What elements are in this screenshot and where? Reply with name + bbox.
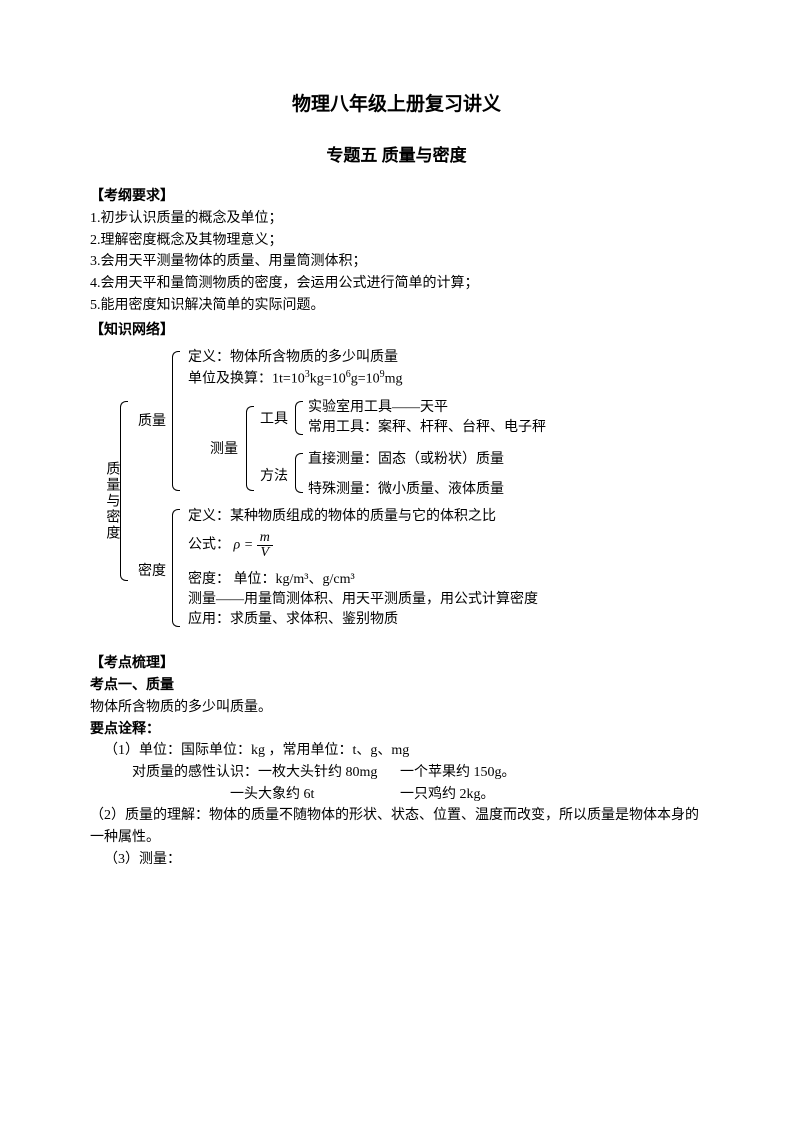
point1-title: 考点一、质量 <box>90 675 703 697</box>
point1-definition: 物体所含物质的多少叫质量。 <box>90 697 703 719</box>
mass-label: 质量 <box>138 411 166 433</box>
density-formula: 公式： ρ = mV <box>188 531 273 560</box>
tool-label: 工具 <box>260 409 288 431</box>
network-header: 【知识网络】 <box>90 320 703 342</box>
density-definition: 定义：某种物质组成的物体的质量与它的体积之比 <box>188 506 496 528</box>
method-direct: 直接测量：固态（或粉状）质量 <box>308 449 504 471</box>
tool-common: 常用工具：案秤、杆秤、台秤、电子秤 <box>308 417 546 439</box>
point1-line: 对质量的感性认识：一枚大头针约 80mg 一个苹果约 150g。 <box>90 762 703 784</box>
method-special: 特殊测量：微小质量、液体质量 <box>308 479 504 501</box>
brace-icon <box>172 351 180 491</box>
mass-unit: 单位及换算：1t=103kg=106g=109mg <box>188 367 403 391</box>
requirement-item: 2.理解密度概念及其物理意义； <box>90 230 703 252</box>
requirements-header: 【考纲要求】 <box>90 186 703 208</box>
requirement-item: 1.初步认识质量的概念及单位； <box>90 208 703 230</box>
density-label: 密度 <box>138 561 166 583</box>
density-apply: 应用：求质量、求体积、鉴别物质 <box>188 609 398 631</box>
method-label: 方法 <box>260 466 288 488</box>
measure-label: 测量 <box>210 439 238 461</box>
point1-explain-header: 要点诠释： <box>90 719 703 741</box>
main-title: 物理八年级上册复习讲义 <box>90 90 703 120</box>
sub-title: 专题五 质量与密度 <box>90 142 703 169</box>
brace-icon <box>246 406 254 491</box>
brace-icon <box>120 401 128 581</box>
point1-line: （2）质量的理解：物体的质量不随物体的形状、状态、位置、温度而改变，所以质量是物… <box>90 805 703 848</box>
requirement-item: 5.能用密度知识解决简单的实际问题。 <box>90 295 703 317</box>
point1-line: 一头大象约 6t 一只鸡约 2kg。 <box>90 784 703 806</box>
brace-icon <box>295 453 303 493</box>
points-header: 【考点梳理】 <box>90 653 703 675</box>
point1-line: （1）单位：国际单位：kg ，常用单位：t、g、mg <box>90 740 703 762</box>
brace-icon <box>295 401 303 435</box>
requirement-item: 3.会用天平测量物体的质量、用量筒测体积； <box>90 251 703 273</box>
brace-icon <box>172 509 180 627</box>
knowledge-diagram: 质量与密度 质量 定义：物体所含物质的多少叫质量 单位及换算：1t=103kg=… <box>100 351 703 641</box>
requirement-item: 4.会用天平和量筒测物质的密度，会运用公式进行简单的计算； <box>90 273 703 295</box>
point1-line: （3）测量： <box>90 849 703 871</box>
